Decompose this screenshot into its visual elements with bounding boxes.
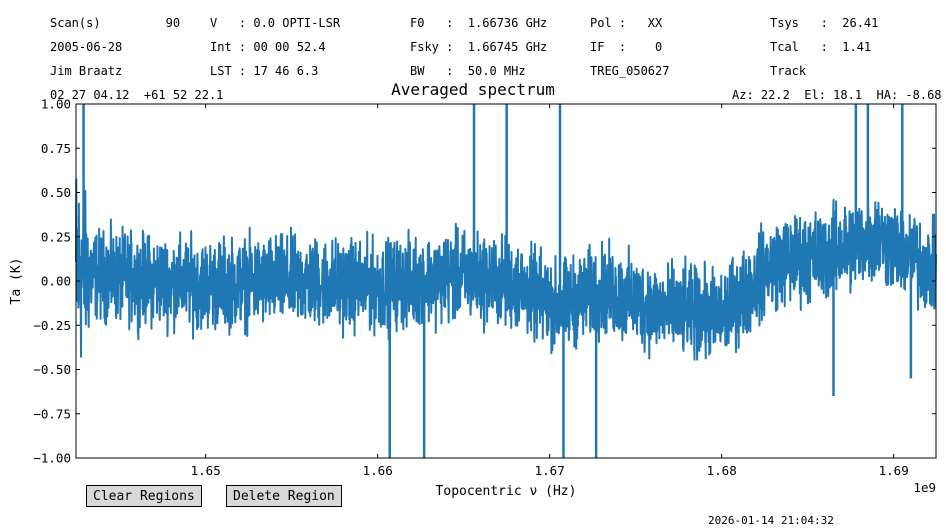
header-scan: Scan(s) 90 <box>50 16 181 30</box>
header-col-3: F0 : 1.66736 GHz Fsky : 1.66745 GHz BW :… <box>410 16 547 78</box>
header-col-5: Tsys : 26.41 Tcal : 1.41 Track <box>770 16 878 78</box>
header-pol: Pol : XX <box>590 16 663 30</box>
y-tick-label: 0.00 <box>41 274 71 289</box>
header-coords: 02 27 04.12 +61 52 22.1 <box>50 88 224 102</box>
y-axis-label: Ta (K) <box>9 258 24 305</box>
y-tick-label: 0.25 <box>41 229 71 244</box>
header-fsky: Fsky : 1.66745 GHz <box>410 40 548 54</box>
header-col-1: Scan(s) 90 2005-06-28 Jim Braatz 02 27 0… <box>50 16 223 102</box>
data-layer <box>75 104 937 458</box>
x-tick-label: 1.67 <box>535 463 565 478</box>
header-integration: Int : 00 00 52.4 <box>210 40 326 54</box>
y-tick-label: 1.00 <box>41 97 71 112</box>
y-tick-label: −1.00 <box>33 451 71 466</box>
x-tick-label: 1.65 <box>191 463 221 478</box>
chart-title: Averaged spectrum <box>391 80 555 99</box>
header-date: 2005-06-28 <box>50 40 123 54</box>
header-f0: F0 : 1.66736 GHz <box>410 16 548 30</box>
header-tcal: Tcal : 1.41 <box>770 40 872 54</box>
header-tsys: Tsys : 26.41 <box>770 16 879 30</box>
ticks-layer: 1.65 1.66 1.67 1.68 1.69 1.00 0.75 0.50 0.25 0.00… <box>33 97 936 478</box>
y-tick-label: −0.75 <box>33 406 71 421</box>
header-mode: Track <box>770 64 807 78</box>
x-tick-label: 1.66 <box>363 463 393 478</box>
header-if: IF : 0 <box>590 40 663 54</box>
x-axis-label: Topocentric ν (Hz) <box>436 484 577 499</box>
x-tick-label: 1.68 <box>707 463 737 478</box>
x-tick-label: 1.69 <box>879 463 909 478</box>
clear-regions-button[interactable]: Clear Regions <box>86 485 202 507</box>
x-offset-label: 1e9 <box>913 480 936 495</box>
header-col-4: Pol : XX IF : 0 TREG_050627 <box>590 16 669 78</box>
header-lst: LST : 17 46 6.3 <box>210 64 319 78</box>
y-tick-label: 0.75 <box>41 141 71 156</box>
header-bw: BW : 50.0 MHz <box>410 64 526 78</box>
header-project: TREG_050627 <box>590 64 670 78</box>
y-tick-label: 0.50 <box>41 185 71 200</box>
header-col-2: V : 0.0 OPTI-LSR Int : 00 00 52.4 LST : … <box>210 16 340 78</box>
header-observer: Jim Braatz <box>50 64 123 78</box>
header-velocity: V : 0.0 OPTI-LSR <box>210 16 341 30</box>
header-azel: Az: 22.2 El: 18.1 HA: -8.68 <box>732 88 942 102</box>
y-tick-label: −0.25 <box>33 318 71 333</box>
y-tick-label: −0.50 <box>33 362 71 377</box>
timestamp: 2026-01-14 21:04:32 <box>708 514 834 527</box>
delete-region-button[interactable]: Delete Region <box>226 485 342 507</box>
